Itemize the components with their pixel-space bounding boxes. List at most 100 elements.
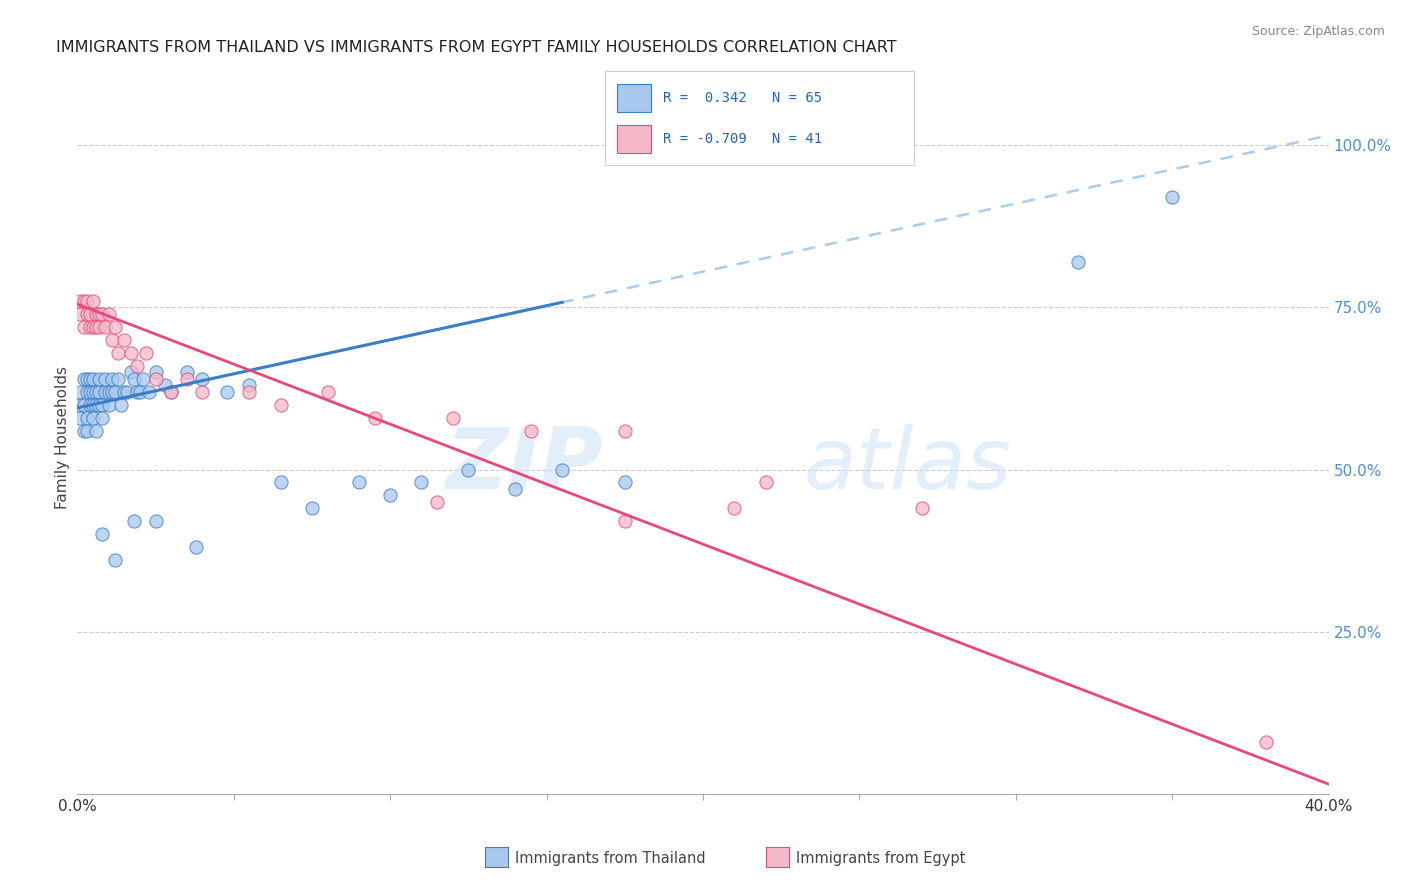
Point: [120, 345, 142, 359]
Point: [110, 398, 132, 412]
Text: Immigrants from Thailand: Immigrants from Thailand: [515, 851, 706, 865]
Point: [94, 319, 117, 334]
Point: [613, 475, 636, 490]
Y-axis label: Family Households: Family Households: [55, 366, 70, 508]
Point: [84, 307, 107, 321]
Point: [191, 372, 214, 386]
Point: [76, 424, 98, 438]
Point: [84, 398, 107, 412]
Point: [411, 475, 433, 490]
Point: [91, 410, 114, 425]
Point: [145, 515, 167, 529]
Point: [270, 398, 292, 412]
Point: [91, 307, 114, 321]
Point: [363, 410, 385, 425]
Point: [112, 384, 135, 399]
Point: [129, 384, 152, 399]
Point: [89, 307, 111, 321]
Point: [441, 410, 464, 425]
Text: R = -0.709   N = 41: R = -0.709 N = 41: [664, 132, 823, 145]
Point: [217, 384, 239, 399]
Point: [84, 384, 107, 399]
Point: [117, 384, 139, 399]
Point: [457, 462, 479, 476]
Point: [160, 384, 183, 399]
Point: [107, 345, 129, 359]
Point: [613, 424, 636, 438]
Text: Immigrants from Egypt: Immigrants from Egypt: [796, 851, 965, 865]
Point: [69, 410, 91, 425]
Point: [125, 359, 148, 373]
Point: [426, 495, 449, 509]
Point: [1256, 735, 1278, 749]
Point: [69, 384, 91, 399]
Point: [82, 293, 104, 308]
Point: [89, 384, 111, 399]
Point: [145, 365, 167, 379]
Point: [125, 384, 148, 399]
Point: [238, 378, 260, 392]
Point: [755, 475, 778, 490]
Point: [89, 319, 111, 334]
Point: [723, 501, 745, 516]
FancyBboxPatch shape: [617, 125, 651, 153]
Point: [82, 372, 104, 386]
Point: [138, 384, 160, 399]
Point: [104, 384, 127, 399]
Point: [82, 384, 104, 399]
Point: [79, 398, 101, 412]
Point: [613, 515, 636, 529]
Point: [316, 384, 339, 399]
Point: [84, 319, 107, 334]
Point: [191, 384, 214, 399]
Point: [76, 372, 98, 386]
Point: [91, 398, 114, 412]
Point: [76, 410, 98, 425]
Point: [112, 333, 135, 347]
FancyBboxPatch shape: [617, 84, 651, 112]
Point: [911, 501, 934, 516]
Text: R =  0.342   N = 65: R = 0.342 N = 65: [664, 91, 823, 104]
Point: [91, 527, 114, 541]
Point: [69, 307, 91, 321]
Point: [82, 319, 104, 334]
Point: [72, 319, 94, 334]
Point: [97, 307, 120, 321]
Point: [100, 372, 122, 386]
Point: [100, 333, 122, 347]
Point: [176, 372, 198, 386]
Point: [82, 410, 104, 425]
Point: [122, 515, 145, 529]
Point: [72, 372, 94, 386]
Point: [270, 475, 292, 490]
Text: Source: ZipAtlas.com: Source: ZipAtlas.com: [1251, 25, 1385, 38]
Point: [76, 307, 98, 321]
Point: [94, 372, 117, 386]
Point: [97, 384, 120, 399]
Text: atlas: atlas: [803, 424, 1011, 508]
Point: [505, 482, 527, 496]
Point: [186, 541, 208, 555]
Point: [69, 398, 91, 412]
Point: [104, 319, 127, 334]
Point: [100, 384, 122, 399]
Point: [347, 475, 370, 490]
Point: [72, 293, 94, 308]
Point: [551, 462, 574, 476]
Text: IMMIGRANTS FROM THAILAND VS IMMIGRANTS FROM EGYPT FAMILY HOUSEHOLDS CORRELATION : IMMIGRANTS FROM THAILAND VS IMMIGRANTS F…: [56, 40, 897, 55]
Point: [145, 372, 167, 386]
Point: [135, 345, 157, 359]
Point: [1067, 255, 1090, 269]
Point: [104, 553, 127, 567]
Point: [76, 384, 98, 399]
Point: [520, 424, 543, 438]
Point: [84, 424, 107, 438]
Point: [132, 372, 155, 386]
Point: [89, 372, 111, 386]
Point: [238, 384, 260, 399]
Point: [380, 488, 402, 502]
Point: [79, 372, 101, 386]
Point: [79, 319, 101, 334]
Point: [76, 293, 98, 308]
Point: [72, 398, 94, 412]
